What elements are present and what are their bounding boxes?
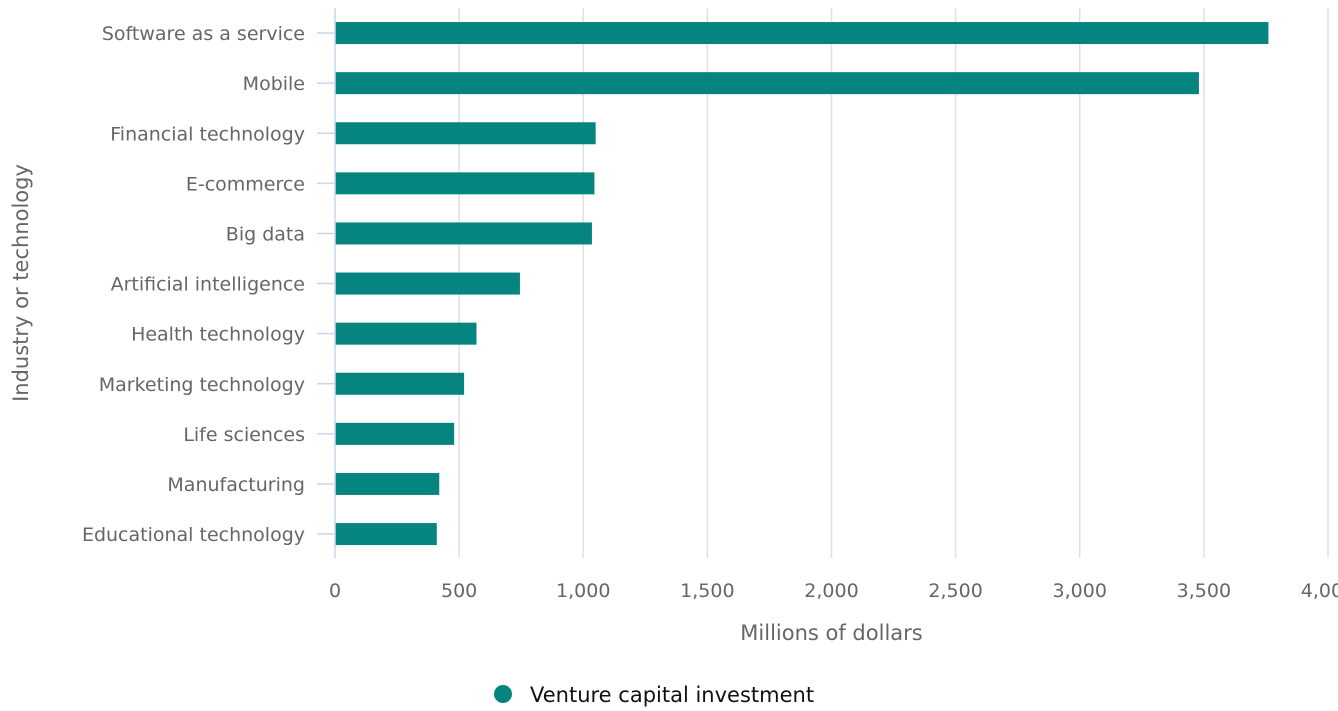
y-axis-title: Industry or technology xyxy=(9,164,33,402)
category-label: Marketing technology xyxy=(99,374,305,396)
bar[interactable] xyxy=(335,372,465,395)
bar[interactable] xyxy=(335,322,477,345)
legend-label: Venture capital investment xyxy=(530,683,814,707)
category-label: Artificial intelligence xyxy=(111,274,305,296)
category-label: Life sciences xyxy=(183,424,305,446)
x-tick-label: 3,000 xyxy=(1053,580,1107,602)
bar[interactable] xyxy=(335,222,592,245)
category-label: Educational technology xyxy=(82,524,305,546)
bar[interactable] xyxy=(335,272,520,295)
bar[interactable] xyxy=(335,422,455,445)
category-labels: Software as a service Mobile Financial tec… xyxy=(82,23,335,546)
x-axis-title: Millions of dollars xyxy=(740,621,922,645)
x-tick-label: 1,500 xyxy=(680,580,734,602)
x-tick-label: 2,000 xyxy=(804,580,858,602)
category-label: Big data xyxy=(226,223,305,245)
bars xyxy=(335,22,1269,546)
x-tick-label: 2,500 xyxy=(928,580,982,602)
category-label: Health technology xyxy=(131,324,305,346)
gridlines xyxy=(458,8,1329,558)
category-label: Software as a service xyxy=(102,23,305,45)
legend-item[interactable]: Venture capital investment xyxy=(494,683,814,707)
bar[interactable] xyxy=(335,72,1199,95)
category-label: Financial technology xyxy=(110,123,305,145)
bar[interactable] xyxy=(335,122,596,145)
category-label: Manufacturing xyxy=(167,474,305,496)
x-tick-label: 500 xyxy=(441,580,477,602)
x-tick-labels: 0 500 1,000 1,500 2,000 2,500 3,000 3,500 4,000 xyxy=(329,580,1338,602)
category-label: E-commerce xyxy=(186,173,305,195)
x-tick-label: 0 xyxy=(329,580,341,602)
x-tick-label: 4,000 xyxy=(1301,580,1338,602)
x-tick-label: 1,000 xyxy=(556,580,610,602)
bar[interactable] xyxy=(335,172,595,195)
bar[interactable] xyxy=(335,22,1269,45)
x-tick-label: 3,500 xyxy=(1177,580,1231,602)
bar[interactable] xyxy=(335,472,440,495)
category-label: Mobile xyxy=(243,73,305,95)
legend-marker xyxy=(494,685,512,703)
bar[interactable] xyxy=(335,523,437,546)
